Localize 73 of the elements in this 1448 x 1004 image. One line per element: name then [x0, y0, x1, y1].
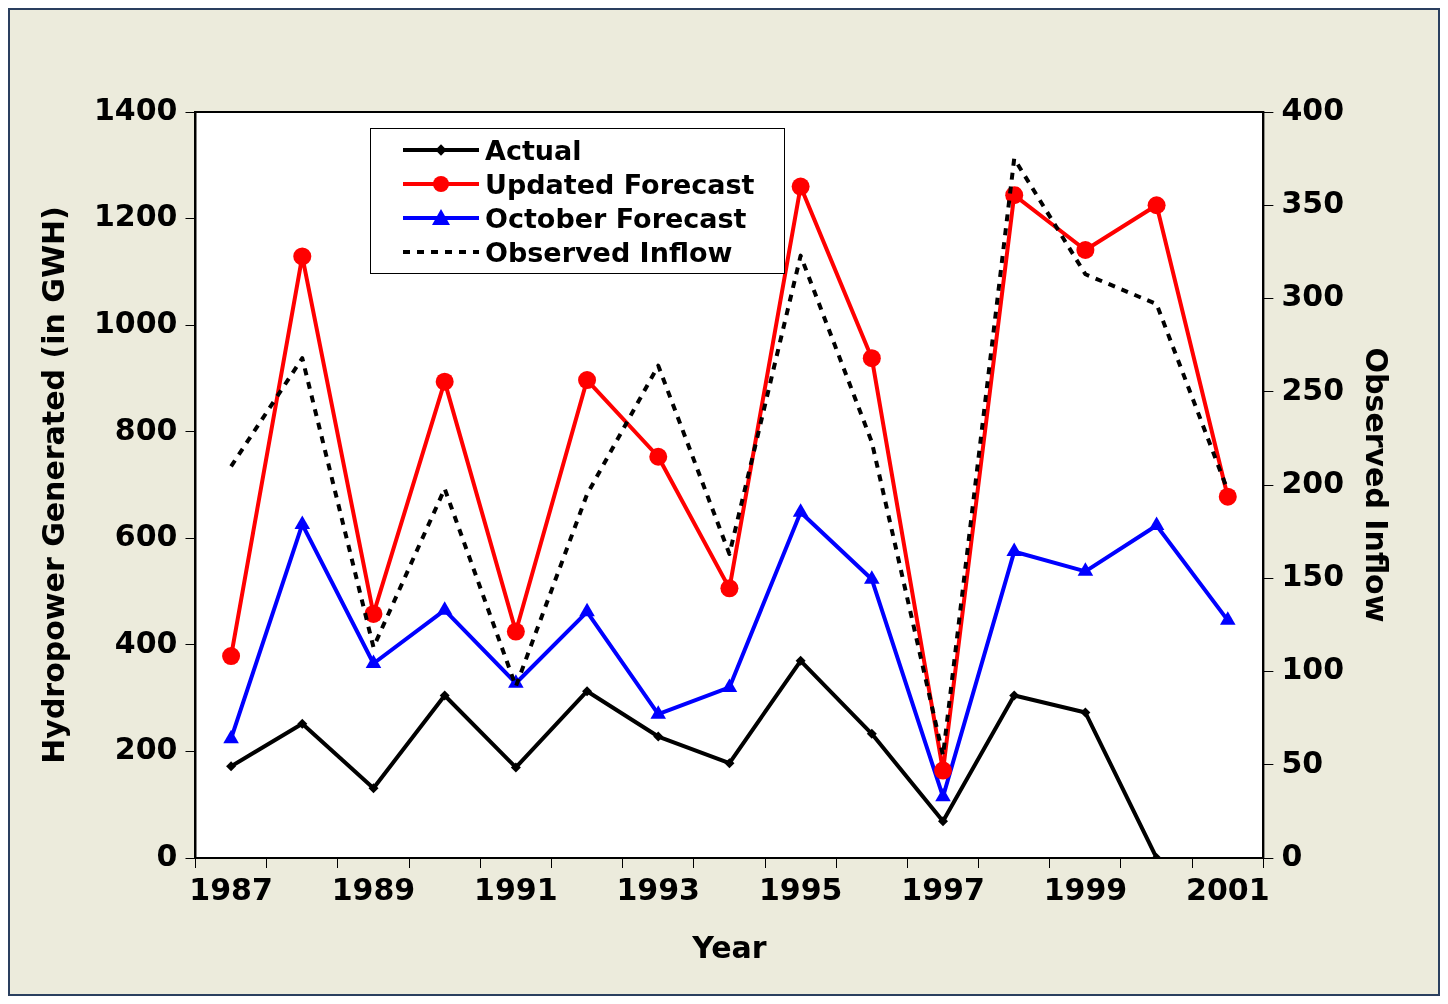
- x-axis-title: Year: [691, 929, 767, 965]
- point: [510, 762, 521, 773]
- y2-axis-title: Observed Inflow: [1359, 347, 1395, 623]
- point: [582, 686, 593, 697]
- point: [935, 787, 951, 802]
- point: [1218, 487, 1237, 506]
- point: [1076, 241, 1095, 260]
- x-tick-label: 1997: [901, 871, 985, 907]
- point: [1147, 196, 1166, 215]
- legend-label: Observed Inflow: [485, 236, 733, 268]
- point: [506, 622, 525, 641]
- legend-label: October Forecast: [485, 202, 747, 234]
- point: [791, 177, 810, 196]
- point: [653, 731, 664, 742]
- point: [435, 372, 454, 391]
- point: [365, 654, 382, 669]
- point: [364, 604, 383, 623]
- y2-tick-label: 300: [1281, 278, 1344, 314]
- point: [650, 705, 667, 719]
- point: [579, 602, 595, 617]
- y-tick-label: 800: [114, 411, 178, 447]
- point: [934, 761, 953, 780]
- point: [724, 758, 735, 769]
- point: [368, 783, 379, 794]
- point: [436, 601, 453, 615]
- point: [1148, 516, 1165, 530]
- point: [795, 655, 806, 666]
- y2-tick-label: 150: [1281, 558, 1344, 594]
- point: [1080, 707, 1091, 718]
- x-tick-label: 1995: [758, 871, 843, 907]
- y2-tick-label: 350: [1281, 185, 1344, 221]
- x-tick-label: 1999: [1043, 871, 1128, 907]
- point: [792, 503, 809, 517]
- point: [1219, 611, 1236, 625]
- y2-tick-label: 100: [1281, 651, 1344, 687]
- y2-tick-label: 250: [1281, 371, 1344, 407]
- point: [297, 718, 308, 729]
- y2-tick-label: 400: [1281, 91, 1344, 127]
- point: [938, 816, 949, 827]
- point: [294, 515, 311, 529]
- y2-tick-label: 0: [1281, 837, 1303, 873]
- y2-tick-label: 50: [1281, 744, 1324, 780]
- y-tick-label: 1000: [94, 304, 178, 340]
- x-tick-label: 1993: [616, 871, 700, 907]
- point: [862, 349, 881, 368]
- x-tick-label: 2001: [1186, 871, 1270, 907]
- y-tick-label: 0: [156, 837, 178, 873]
- point: [864, 570, 880, 584]
- y-tick-label: 600: [114, 518, 178, 554]
- point: [649, 447, 668, 466]
- point: [293, 247, 312, 266]
- point: [720, 579, 739, 598]
- x-tick-label: 1989: [331, 871, 416, 907]
- x-tick-label: 1987: [189, 871, 273, 907]
- point: [1006, 542, 1022, 557]
- legend-label: Updated Forecast: [485, 168, 755, 200]
- y-tick-label: 1400: [94, 91, 178, 127]
- point: [578, 371, 597, 390]
- y-tick-label: 200: [114, 731, 178, 767]
- y-tick-label: 1200: [94, 198, 178, 234]
- point: [1077, 562, 1094, 576]
- point: [866, 728, 877, 739]
- point: [222, 647, 241, 666]
- point: [223, 729, 239, 744]
- point: [721, 678, 738, 692]
- y-axis-title: Hydropower Generated (in GWH): [35, 206, 71, 764]
- point: [226, 761, 237, 772]
- legend-label: Actual: [485, 134, 582, 166]
- y-tick-label: 400: [114, 624, 178, 660]
- point: [439, 690, 450, 701]
- point: [1009, 690, 1020, 701]
- x-tick-label: 1991: [474, 871, 558, 907]
- y2-tick-label: 200: [1281, 464, 1344, 500]
